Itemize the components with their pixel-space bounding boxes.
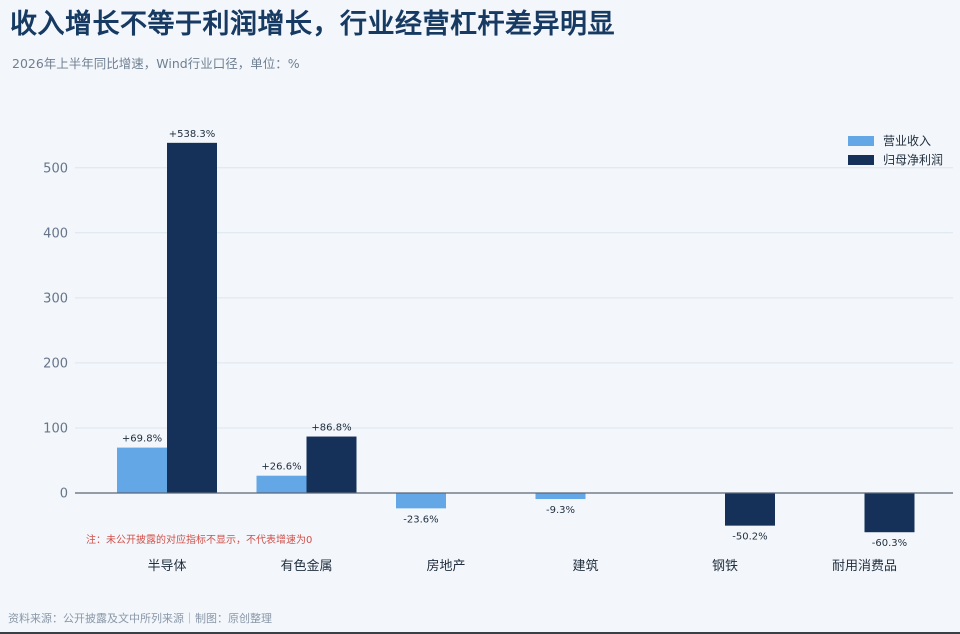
y-tick-label-400: 400 [43,226,68,241]
bar-profit-5 [864,493,915,533]
bar-profit-4 [725,493,775,526]
x-category-label-3: 建筑 [572,558,598,574]
data-label-profit-4: -50.2% [732,532,767,543]
page-title: 收入增长不等于利润增长，行业经营杠杆差异明显 [10,9,615,40]
bar-profit-0 [167,142,217,493]
bar-profit-1 [306,436,357,493]
legend-label-revenue: 营业收入 [883,134,932,148]
x-category-label-0: 半导体 [147,559,186,574]
x-category-label-5: 耐用消费品 [832,559,897,574]
bottom-rule [0,632,960,634]
x-category-label-4: 钢铁 [712,559,738,574]
x-category-label-1: 有色金属 [280,558,332,574]
x-category-label-2: 房地产 [426,558,465,574]
data-label-revenue-3: -9.3% [546,505,575,516]
bar-revenue-1 [256,475,307,493]
bar-revenue-0 [117,447,167,493]
source-note: 资料来源：公开披露及文中所列来源｜制图：原创整理 [8,612,272,625]
y-tick-label-200: 200 [43,356,68,371]
y-tick-label-100: 100 [43,421,68,436]
legend-label-profit: 归母净利润 [883,153,944,167]
legend-item-revenue: 营业收入 [848,131,943,150]
chart-legend: 营业收入 归母净利润 [848,131,943,169]
data-label-profit-0: +538.3% [169,129,216,140]
legend-swatch-profit [848,154,874,165]
y-tick-label-0: 0 [60,487,68,502]
legend-item-profit: 归母净利润 [848,150,943,169]
y-tick-label-300: 300 [43,291,68,306]
data-label-revenue-0: +69.8% [122,434,162,445]
legend-swatch-revenue [848,135,874,146]
y-tick-label-500: 500 [43,161,68,176]
data-label-revenue-1: +26.6% [261,462,301,473]
data-label-profit-5: -60.3% [872,538,907,549]
page-subtitle: 2026年上半年同比增速，Wind行业口径，单位：% [12,56,300,71]
chart-annotation: 注：未公开披露的对应指标不显示，不代表增速为0 [86,533,312,546]
bar-revenue-3 [535,493,586,500]
data-label-revenue-2: -23.6% [403,514,438,525]
data-label-profit-1: +86.8% [311,423,351,434]
bar-revenue-2 [396,493,446,509]
